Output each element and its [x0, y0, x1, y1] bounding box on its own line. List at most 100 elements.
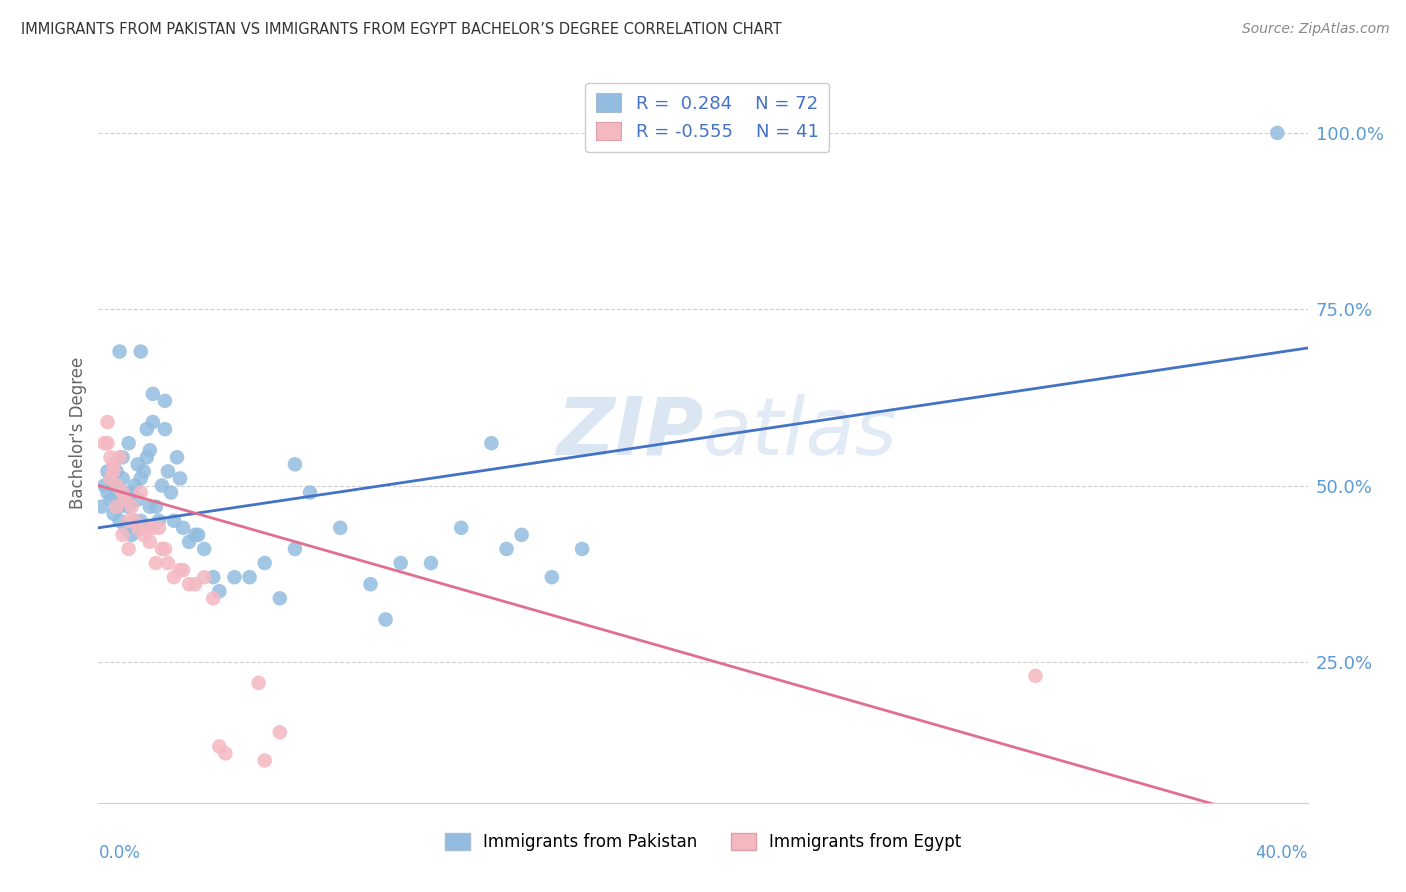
Point	[139, 500, 162, 514]
Point	[100, 471, 122, 485]
Point	[100, 450, 122, 465]
Point	[93, 478, 115, 492]
Point	[184, 577, 207, 591]
Point	[247, 676, 270, 690]
Point	[111, 528, 134, 542]
Point	[166, 450, 188, 465]
Point	[160, 485, 183, 500]
Point	[129, 344, 152, 359]
Point	[114, 485, 136, 500]
Point	[132, 521, 155, 535]
Point	[142, 387, 165, 401]
Point	[253, 754, 276, 768]
Point	[169, 471, 191, 485]
Point	[132, 464, 155, 478]
Point	[132, 528, 155, 542]
Point	[118, 541, 141, 556]
Point	[156, 556, 179, 570]
Point	[510, 528, 533, 542]
Point	[129, 471, 152, 485]
Point	[269, 591, 291, 606]
Point	[96, 485, 118, 500]
Point	[142, 415, 165, 429]
Legend: Immigrants from Pakistan, Immigrants from Egypt: Immigrants from Pakistan, Immigrants fro…	[439, 826, 967, 857]
Point	[105, 492, 128, 507]
Point	[142, 521, 165, 535]
Text: Source: ZipAtlas.com: Source: ZipAtlas.com	[1241, 22, 1389, 37]
Point	[495, 541, 517, 556]
Text: 0.0%: 0.0%	[98, 844, 141, 862]
Point	[124, 478, 146, 492]
Point	[184, 528, 207, 542]
Point	[135, 450, 157, 465]
Point	[127, 458, 149, 472]
Point	[284, 458, 307, 472]
Point	[124, 514, 146, 528]
Text: 40.0%: 40.0%	[1256, 844, 1308, 862]
Point	[105, 478, 128, 492]
Point	[139, 443, 162, 458]
Point	[481, 436, 503, 450]
Point	[1024, 669, 1046, 683]
Point	[153, 422, 176, 436]
Point	[193, 541, 215, 556]
Point	[114, 492, 136, 507]
Point	[90, 500, 112, 514]
Text: ZIP: ZIP	[555, 393, 703, 472]
Point	[389, 556, 412, 570]
Point	[96, 464, 118, 478]
Point	[103, 507, 125, 521]
Point	[163, 514, 186, 528]
Point	[150, 478, 173, 492]
Point	[150, 541, 173, 556]
Point	[148, 521, 170, 535]
Point	[93, 436, 115, 450]
Point	[239, 570, 262, 584]
Point	[156, 464, 179, 478]
Point	[108, 344, 131, 359]
Point	[284, 541, 307, 556]
Point	[1267, 126, 1289, 140]
Point	[202, 570, 225, 584]
Text: IMMIGRANTS FROM PAKISTAN VS IMMIGRANTS FROM EGYPT BACHELOR’S DEGREE CORRELATION : IMMIGRANTS FROM PAKISTAN VS IMMIGRANTS F…	[21, 22, 782, 37]
Point	[214, 747, 236, 761]
Point	[172, 521, 194, 535]
Point	[105, 500, 128, 514]
Point	[169, 563, 191, 577]
Point	[253, 556, 276, 570]
Point	[329, 521, 352, 535]
Text: atlas: atlas	[703, 393, 898, 472]
Point	[450, 521, 472, 535]
Y-axis label: Bachelor's Degree: Bachelor's Degree	[69, 357, 87, 508]
Point	[540, 570, 562, 584]
Point	[124, 514, 146, 528]
Point	[172, 563, 194, 577]
Point	[139, 535, 162, 549]
Point	[571, 541, 593, 556]
Point	[202, 591, 225, 606]
Point	[103, 458, 125, 472]
Point	[135, 422, 157, 436]
Point	[208, 584, 231, 599]
Point	[103, 478, 125, 492]
Point	[108, 514, 131, 528]
Point	[179, 577, 201, 591]
Point	[163, 570, 186, 584]
Point	[127, 492, 149, 507]
Point	[299, 485, 322, 500]
Point	[153, 541, 176, 556]
Point	[145, 556, 167, 570]
Point	[129, 514, 152, 528]
Point	[360, 577, 382, 591]
Point	[118, 514, 141, 528]
Point	[135, 521, 157, 535]
Point	[127, 521, 149, 535]
Point	[208, 739, 231, 754]
Point	[374, 612, 396, 626]
Point	[269, 725, 291, 739]
Point	[96, 436, 118, 450]
Point	[420, 556, 443, 570]
Point	[121, 485, 143, 500]
Point	[114, 521, 136, 535]
Point	[121, 500, 143, 514]
